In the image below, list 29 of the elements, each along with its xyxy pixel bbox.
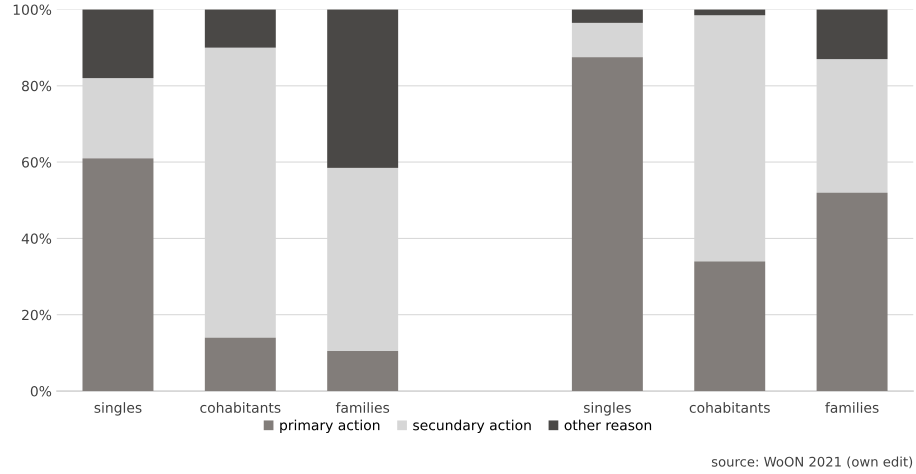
x-tick-label: families — [336, 402, 390, 413]
bar — [572, 57, 643, 392]
bar — [82, 9, 154, 78]
bar — [572, 22, 643, 58]
legend-label: primary action — [280, 420, 380, 434]
bar — [816, 192, 888, 392]
x-tick-label: singles — [94, 402, 142, 416]
legend-label: other reason — [564, 420, 652, 430]
bar — [694, 9, 766, 16]
legend-label: secundary action — [413, 420, 531, 434]
y-tick-label: 80% — [22, 80, 52, 92]
y-tick-label: 40% — [22, 233, 52, 244]
x-tick-label: cohabitants — [690, 402, 770, 413]
bar — [572, 9, 643, 23]
y-tick-label: 0% — [30, 386, 52, 397]
x-tick-label: families — [825, 402, 879, 413]
y-tick-label: 100% — [14, 4, 52, 15]
source-note: source: WoON 2021 (own edit) — [712, 456, 912, 468]
bar — [816, 9, 888, 60]
x-tick-label: singles — [584, 402, 631, 416]
y-tick-label: 60% — [22, 157, 52, 168]
bar — [204, 338, 276, 392]
bar — [82, 158, 154, 392]
y-tick-label: 20% — [22, 310, 52, 320]
bar — [327, 9, 398, 168]
bar — [694, 261, 766, 392]
bar — [204, 9, 276, 48]
x-tick-label: cohabitants — [200, 402, 280, 413]
bar — [327, 350, 398, 392]
